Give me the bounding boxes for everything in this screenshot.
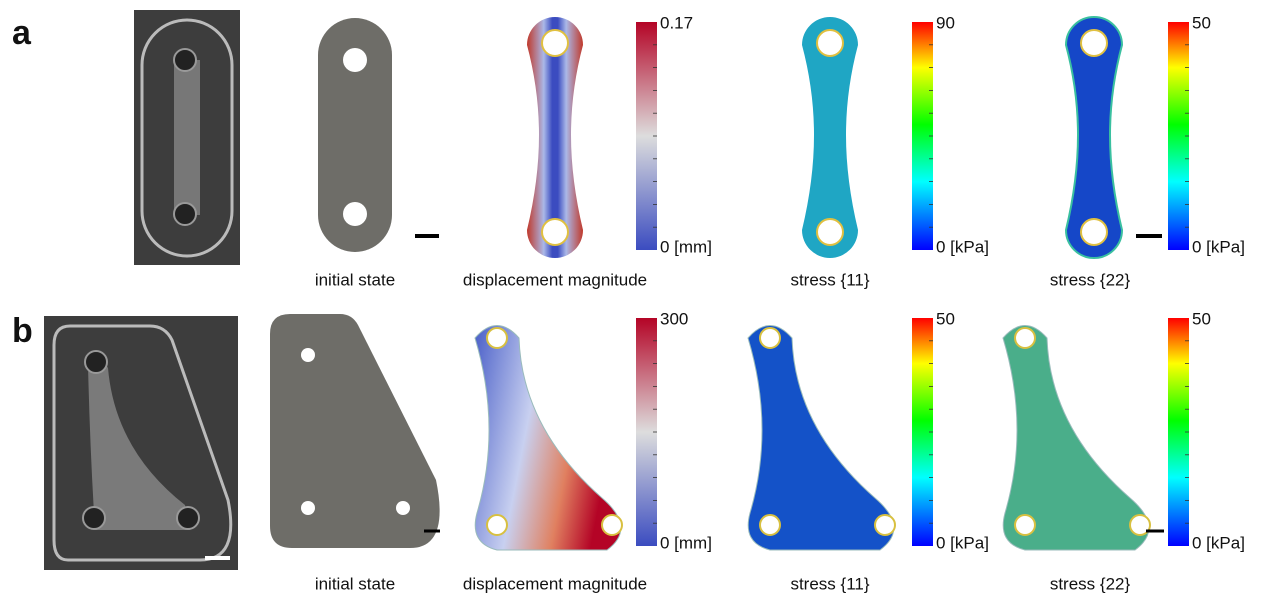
colorbar-min: 0 [mm] — [660, 533, 712, 552]
caption: initial state — [315, 574, 395, 593]
colorbar-max: 50 — [1192, 309, 1211, 328]
hole — [1081, 30, 1107, 56]
panel-label: b — [12, 312, 33, 350]
caption: stress {22} — [1050, 574, 1131, 593]
deformed-shape — [527, 17, 583, 258]
photo-tissue — [174, 60, 200, 215]
colorbar-max: 50 — [936, 309, 955, 328]
hole — [1015, 515, 1035, 535]
deformed-shape — [802, 17, 858, 258]
hole — [817, 219, 843, 245]
photo-post — [83, 507, 105, 529]
caption: displacement magnitude — [463, 270, 647, 289]
hole — [602, 515, 622, 535]
photo-post — [174, 203, 196, 225]
hole — [487, 515, 507, 535]
caption: displacement magnitude — [463, 574, 647, 593]
hole — [875, 515, 895, 535]
caption: stress {11} — [790, 270, 869, 289]
colorbar-min: 0 [mm] — [660, 237, 712, 256]
hole — [760, 515, 780, 535]
colorbar-min: 0 [kPa] — [1192, 533, 1245, 552]
hole — [301, 348, 315, 362]
colorbar-max: 90 — [936, 13, 955, 32]
hole — [1015, 328, 1035, 348]
hole — [542, 219, 568, 245]
photo-post — [85, 351, 107, 373]
colorbar-min: 0 [kPa] — [936, 237, 989, 256]
colorbar-max: 0.17 — [660, 13, 693, 32]
hole — [487, 328, 507, 348]
colorbar-min: 0 [kPa] — [936, 533, 989, 552]
figure: a initial state displacement magnitude stre… — [0, 0, 1270, 600]
initial-shape — [270, 314, 440, 548]
deformed-shape — [748, 326, 895, 551]
caption: stress {11} — [790, 574, 869, 593]
caption: stress {22} — [1050, 270, 1131, 289]
hole — [760, 328, 780, 348]
deformed-shape — [1066, 17, 1122, 258]
photo-post — [177, 507, 199, 529]
colorbar-min: 0 [kPa] — [1192, 237, 1245, 256]
deformed-shape — [475, 326, 622, 551]
caption: initial state — [315, 270, 395, 289]
hole — [396, 501, 410, 515]
hole — [301, 501, 315, 515]
photo-post — [174, 49, 196, 71]
colorbar-max: 50 — [1192, 13, 1211, 32]
hole — [817, 30, 843, 56]
deformed-shape — [1003, 326, 1150, 551]
hole — [343, 202, 367, 226]
hole — [343, 48, 367, 72]
colorbar-max: 300 — [660, 309, 688, 328]
hole — [1081, 219, 1107, 245]
hole — [542, 30, 568, 56]
panel-label: a — [12, 14, 32, 52]
